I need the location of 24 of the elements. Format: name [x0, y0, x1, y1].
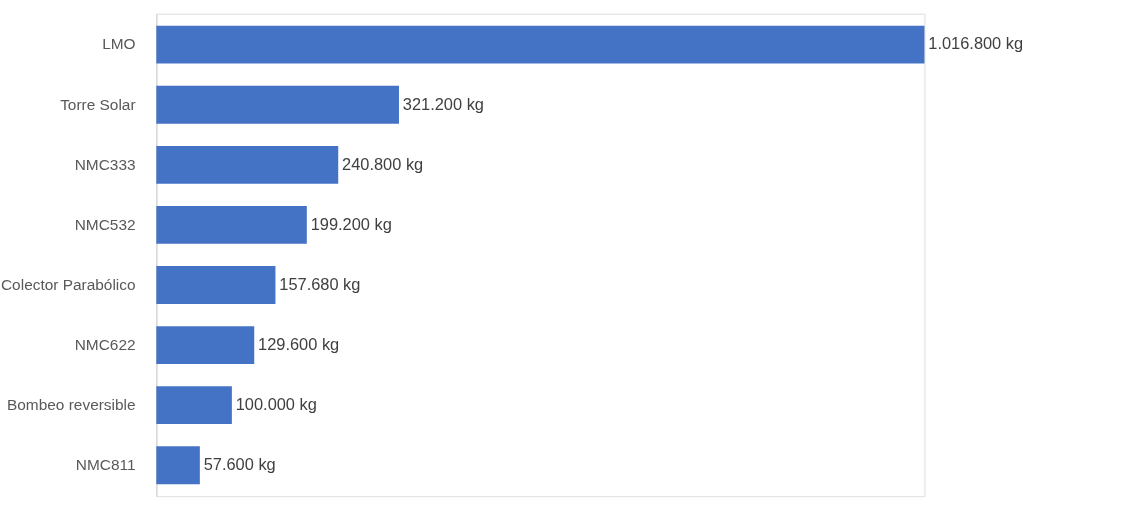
bar: [156, 386, 232, 425]
y-tick-label: Bombeo reversible: [6, 395, 136, 413]
y-tick-label: NMC622: [74, 335, 136, 353]
data-label: 321.200 kg: [402, 94, 484, 113]
y-tick-label: Torre Solar: [60, 95, 136, 113]
bar: [156, 85, 399, 124]
y-tick-label: NMC811: [75, 456, 136, 474]
bar: [156, 25, 925, 64]
y-tick-label: NMC532: [74, 215, 136, 233]
bar: [156, 145, 339, 184]
data-label: 157.680 kg: [279, 274, 361, 293]
data-label: 129.600 kg: [258, 334, 340, 353]
data-label: 100.000 kg: [235, 394, 317, 413]
bar: [156, 205, 307, 244]
data-label: 57.600 kg: [203, 455, 276, 474]
data-label: 240.800 kg: [342, 154, 424, 173]
bar: [156, 446, 200, 485]
data-label: 1.016.800 kg: [928, 34, 1024, 53]
bar: [156, 266, 276, 304]
data-label: 199.200 kg: [310, 214, 392, 233]
y-tick-label: Colector Parabólico: [0, 275, 136, 293]
bar: [156, 326, 255, 364]
y-tick-label: LMO: [102, 35, 136, 53]
y-tick-label: NMC333: [74, 155, 136, 173]
